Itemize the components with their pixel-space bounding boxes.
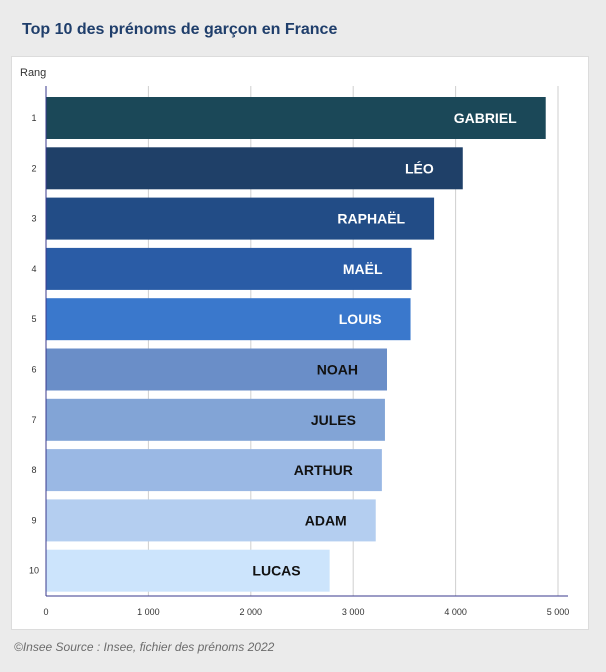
bar-label: ARTHUR [294,462,353,478]
x-tick-label: 4 000 [444,607,467,617]
bar-label: LÉO [405,160,434,176]
y-tick-label: 2 [31,163,36,173]
bar [46,147,463,190]
bar-label: RAPHAËL [337,211,405,227]
y-tick-label: 9 [31,515,36,525]
bar [46,298,411,341]
y-tick-label: 1 [31,113,36,123]
y-tick-label: 6 [31,365,36,375]
bar [46,449,382,492]
bar-label: NOAH [317,362,358,378]
x-tick-label: 1 000 [137,607,160,617]
y-tick-label: 8 [31,465,36,475]
bar [46,549,330,592]
x-tick-label: 5 000 [547,607,570,617]
bar [46,348,387,391]
bar-label: ADAM [305,512,347,528]
y-axis-title: Rang [20,67,46,79]
bar-label: LUCAS [252,563,300,579]
bars: GABRIEL LÉO RAPHAËL MAËL LOUIS NOAH JULES ARTHU… [46,97,546,592]
bar [46,247,412,290]
axes: 0 1 000 2 000 3 000 4 000 5 000 1 2 3 4 5 6 7 8 9 10 [29,86,569,617]
bar [46,398,385,441]
bar [46,499,376,542]
bar-label: MAËL [343,261,383,277]
chart-title: Top 10 des prénoms de garçon en France [22,21,338,38]
x-tick-label: 2 000 [240,607,263,617]
bar [46,97,546,139]
bar-label: GABRIEL [454,110,517,126]
y-tick-label: 4 [31,264,36,274]
bar-chart: Rang GABRIEL LÉO RAPHAËL MAËL LOUIS NOAH JULES… [20,67,569,617]
bar [46,197,435,240]
bar-label: JULES [311,412,356,428]
y-tick-label: 7 [31,415,36,425]
y-tick-label: 10 [29,566,39,576]
y-tick-label: 5 [31,314,36,324]
bar-label: LOUIS [339,311,382,327]
source-caption: ©Insee Source : Insee, fichier des préno… [14,640,275,654]
y-tick-label: 3 [31,214,36,224]
x-tick-label: 3 000 [342,607,365,617]
x-tick-label: 0 [43,607,48,617]
